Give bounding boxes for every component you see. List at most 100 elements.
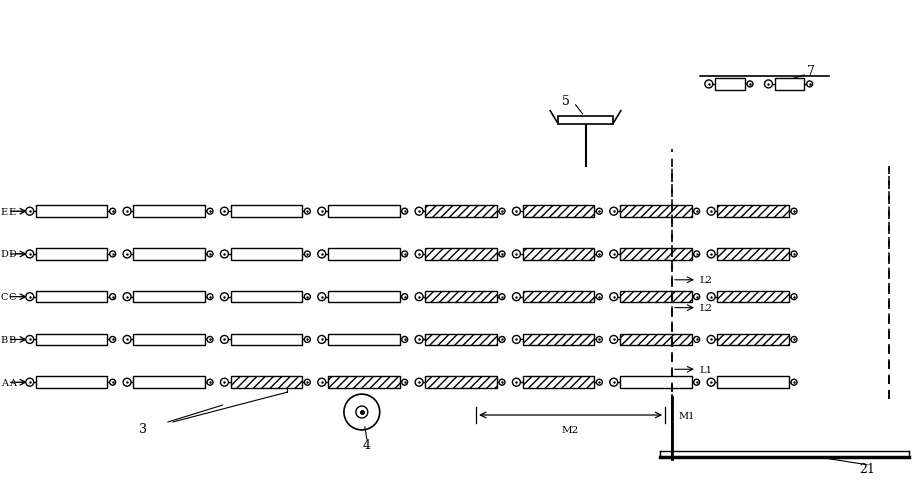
Circle shape bbox=[304, 209, 310, 215]
Circle shape bbox=[707, 293, 715, 301]
Bar bbox=[328, 206, 400, 218]
Bar bbox=[230, 377, 303, 388]
Bar bbox=[230, 206, 303, 218]
Bar bbox=[717, 334, 789, 346]
Circle shape bbox=[402, 251, 408, 257]
Circle shape bbox=[765, 81, 772, 89]
Text: C: C bbox=[1, 293, 8, 302]
Text: 3: 3 bbox=[139, 423, 147, 435]
Text: A→: A→ bbox=[9, 378, 24, 387]
Bar bbox=[775, 79, 804, 90]
Circle shape bbox=[220, 293, 228, 301]
Circle shape bbox=[123, 379, 131, 386]
Text: 7: 7 bbox=[807, 65, 815, 79]
Circle shape bbox=[610, 250, 618, 258]
Circle shape bbox=[693, 380, 700, 386]
Circle shape bbox=[402, 337, 408, 343]
Circle shape bbox=[705, 81, 713, 89]
Bar bbox=[523, 249, 594, 260]
Bar bbox=[36, 206, 107, 218]
Text: 4: 4 bbox=[363, 438, 370, 451]
Text: 21: 21 bbox=[859, 462, 875, 475]
Circle shape bbox=[707, 250, 715, 258]
Circle shape bbox=[791, 380, 797, 386]
Circle shape bbox=[402, 294, 408, 300]
Circle shape bbox=[596, 294, 602, 300]
Circle shape bbox=[415, 336, 423, 344]
Bar bbox=[425, 291, 497, 303]
Text: C→: C→ bbox=[9, 293, 25, 302]
Bar bbox=[620, 334, 691, 346]
Circle shape bbox=[318, 379, 326, 386]
Circle shape bbox=[499, 337, 505, 343]
Text: A: A bbox=[1, 378, 8, 387]
Circle shape bbox=[693, 294, 700, 300]
Circle shape bbox=[220, 250, 228, 258]
Circle shape bbox=[304, 294, 310, 300]
Bar bbox=[425, 377, 497, 388]
Bar bbox=[36, 249, 107, 260]
Circle shape bbox=[499, 380, 505, 386]
Circle shape bbox=[402, 209, 408, 215]
Circle shape bbox=[207, 380, 213, 386]
Text: L1: L1 bbox=[700, 365, 713, 374]
Bar bbox=[717, 291, 789, 303]
Bar bbox=[523, 334, 594, 346]
Circle shape bbox=[499, 209, 505, 215]
Circle shape bbox=[693, 251, 700, 257]
Circle shape bbox=[693, 337, 700, 343]
Circle shape bbox=[26, 293, 34, 301]
Bar bbox=[328, 249, 400, 260]
Text: D: D bbox=[0, 250, 8, 259]
Bar bbox=[717, 249, 789, 260]
Text: D→: D→ bbox=[9, 250, 25, 259]
Circle shape bbox=[318, 293, 326, 301]
Circle shape bbox=[791, 337, 797, 343]
Bar bbox=[425, 334, 497, 346]
Circle shape bbox=[610, 379, 618, 386]
Text: L2: L2 bbox=[700, 276, 713, 285]
Bar bbox=[36, 334, 107, 346]
Bar bbox=[715, 79, 745, 90]
Circle shape bbox=[207, 294, 213, 300]
Circle shape bbox=[220, 208, 228, 216]
Circle shape bbox=[807, 82, 812, 88]
Text: 5: 5 bbox=[562, 95, 569, 108]
Circle shape bbox=[304, 251, 310, 257]
Circle shape bbox=[499, 251, 505, 257]
Circle shape bbox=[596, 251, 602, 257]
Circle shape bbox=[747, 82, 753, 88]
Bar bbox=[133, 334, 204, 346]
Circle shape bbox=[26, 208, 34, 216]
Circle shape bbox=[123, 293, 131, 301]
Circle shape bbox=[318, 250, 326, 258]
Circle shape bbox=[123, 336, 131, 344]
Bar bbox=[36, 291, 107, 303]
Circle shape bbox=[415, 250, 423, 258]
Bar bbox=[523, 291, 594, 303]
Bar bbox=[523, 377, 594, 388]
Text: E: E bbox=[1, 207, 8, 216]
Bar bbox=[133, 291, 204, 303]
Circle shape bbox=[513, 250, 521, 258]
Bar bbox=[717, 206, 789, 218]
Bar bbox=[425, 206, 497, 218]
Circle shape bbox=[26, 250, 34, 258]
Text: B→: B→ bbox=[9, 335, 24, 344]
Circle shape bbox=[220, 379, 228, 386]
Circle shape bbox=[707, 208, 715, 216]
Circle shape bbox=[110, 337, 116, 343]
Circle shape bbox=[220, 336, 228, 344]
Circle shape bbox=[110, 209, 116, 215]
Text: L2: L2 bbox=[700, 304, 713, 312]
Bar bbox=[133, 249, 204, 260]
Circle shape bbox=[207, 209, 213, 215]
Bar bbox=[717, 377, 789, 388]
Circle shape bbox=[596, 380, 602, 386]
Circle shape bbox=[123, 250, 131, 258]
Circle shape bbox=[402, 380, 408, 386]
Circle shape bbox=[693, 209, 700, 215]
Circle shape bbox=[596, 337, 602, 343]
Circle shape bbox=[110, 294, 116, 300]
Circle shape bbox=[304, 380, 310, 386]
